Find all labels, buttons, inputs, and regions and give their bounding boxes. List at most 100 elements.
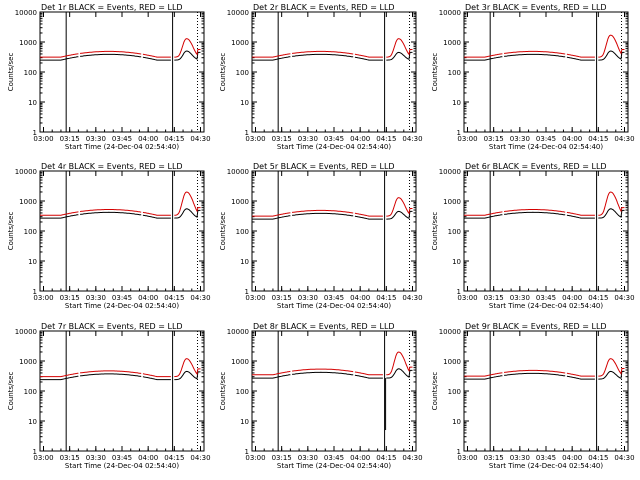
- x-axis-label: Start Time (24-Dec-04 02:54:40): [65, 462, 179, 470]
- chart-panel-5: Det 5r BLACK = Events, RED = LLD 1 10 100 10…: [219, 162, 423, 310]
- chart-panel-2: Det 2r BLACK = Events, RED = LLD 1 10 100 10…: [219, 3, 423, 151]
- x-axis-label: Start Time (24-Dec-04 02:54:40): [489, 143, 603, 151]
- y-tick-label: 100: [24, 228, 37, 236]
- x-tick-label: 03:45: [112, 454, 132, 462]
- x-tick-label: 03:30: [510, 135, 530, 143]
- y-tick-label: 10000: [439, 328, 461, 336]
- y-tick-label: 10: [240, 258, 249, 266]
- plot-frame: [251, 11, 417, 133]
- x-tick-label: 03:30: [510, 454, 530, 462]
- chart-panel-7: Det 7r BLACK = Events, RED = LLD 1 10 100 10…: [7, 322, 211, 470]
- x-tick-label: 04:15: [164, 294, 184, 302]
- y-tick-label: 1: [245, 129, 249, 137]
- y-tick-label: 10: [240, 99, 249, 107]
- plot-frame: [39, 330, 205, 452]
- x-tick-label: 03:15: [60, 454, 80, 462]
- x-tick-label: 04:30: [190, 294, 210, 302]
- y-axis-label: Counts/sec: [219, 53, 227, 92]
- lld-line: [252, 38, 413, 58]
- x-tick-label: 03:15: [484, 294, 504, 302]
- x-tick-label: 04:15: [376, 135, 396, 143]
- x-tick-label: 04:00: [562, 294, 582, 302]
- chart-title: Det 9r BLACK = Events, RED = LLD: [465, 322, 607, 331]
- x-tick-label: 04:30: [614, 454, 634, 462]
- y-tick-label: 1000: [443, 39, 461, 47]
- x-tick-label: 03:45: [536, 294, 556, 302]
- chart-panel-8: Det 8r BLACK = Events, RED = LLD 1 10 100 10…: [219, 322, 423, 470]
- lld-line: [252, 351, 413, 376]
- chart-title: Det 7r BLACK = Events, RED = LLD: [41, 322, 183, 331]
- y-axis-label: Counts/sec: [219, 212, 227, 251]
- y-tick-label: 1: [245, 448, 249, 456]
- x-axis-label: Start Time (24-Dec-04 02:54:40): [277, 302, 391, 310]
- x-axis-label: Start Time (24-Dec-04 02:54:40): [277, 143, 391, 151]
- y-tick-label: 100: [24, 388, 37, 396]
- x-tick-label: 03:00: [245, 294, 265, 302]
- x-tick-label: 03:00: [457, 454, 477, 462]
- events-line: [252, 210, 413, 220]
- x-tick-label: 03:00: [457, 294, 477, 302]
- x-tick-label: 03:30: [510, 294, 530, 302]
- chart-title: Det 4r BLACK = Events, RED = LLD: [41, 162, 183, 171]
- y-tick-label: 100: [448, 388, 461, 396]
- x-tick-label: 04:30: [402, 135, 422, 143]
- y-tick-label: 100: [24, 69, 37, 77]
- x-tick-label: 04:30: [614, 135, 634, 143]
- x-tick-label: 03:45: [112, 294, 132, 302]
- x-tick-label: 04:00: [138, 454, 158, 462]
- y-tick-label: 10000: [439, 9, 461, 17]
- chart-panel-1: Det 1r BLACK = Events, RED = LLD 1 10 100 10…: [7, 3, 211, 151]
- y-tick-label: 10: [28, 418, 37, 426]
- plot-frame: [463, 11, 629, 133]
- y-axis-label: Counts/sec: [431, 212, 439, 251]
- y-tick-label: 10: [452, 99, 461, 107]
- chart-panel-4: Det 4r BLACK = Events, RED = LLD 1 10 100 10…: [7, 162, 211, 310]
- x-tick-label: 03:00: [33, 135, 53, 143]
- y-axis-label: Counts/sec: [7, 212, 15, 251]
- events-line: [40, 50, 201, 61]
- chart-panel-6: Det 6r BLACK = Events, RED = LLD 1 10 100 10…: [431, 162, 635, 310]
- x-tick-label: 03:30: [86, 294, 106, 302]
- y-tick-label: 1000: [231, 198, 249, 206]
- chart-title: Det 2r BLACK = Events, RED = LLD: [253, 3, 395, 12]
- y-tick-label: 100: [448, 228, 461, 236]
- x-tick-label: 03:30: [298, 135, 318, 143]
- events-line: [464, 50, 625, 61]
- x-axis-label: Start Time (24-Dec-04 02:54:40): [489, 462, 603, 470]
- x-tick-label: 03:30: [86, 135, 106, 143]
- x-axis-label: Start Time (24-Dec-04 02:54:40): [277, 462, 391, 470]
- lld-line: [464, 191, 625, 216]
- chart-panel-9: Det 9r BLACK = Events, RED = LLD 1 10 100 10…: [431, 322, 635, 470]
- y-tick-label: 10: [452, 258, 461, 266]
- y-tick-label: 10: [452, 418, 461, 426]
- y-axis-label: Counts/sec: [219, 372, 227, 411]
- x-tick-label: 03:00: [245, 454, 265, 462]
- x-tick-label: 03:45: [112, 135, 132, 143]
- y-axis-label: Counts/sec: [7, 53, 15, 92]
- x-tick-label: 04:00: [138, 294, 158, 302]
- y-tick-label: 1000: [443, 198, 461, 206]
- y-tick-label: 1: [33, 448, 37, 456]
- events-line: [464, 208, 625, 219]
- x-tick-label: 04:30: [614, 294, 634, 302]
- y-tick-label: 100: [236, 69, 249, 77]
- events-line: [40, 208, 201, 219]
- y-axis-label: Counts/sec: [7, 372, 15, 411]
- y-tick-label: 100: [236, 228, 249, 236]
- y-tick-label: 10000: [15, 328, 37, 336]
- events-line: [40, 370, 201, 381]
- chart-panel-3: Det 3r BLACK = Events, RED = LLD 1 10 100 10…: [431, 3, 635, 151]
- y-tick-label: 1: [245, 288, 249, 296]
- y-tick-label: 1000: [231, 358, 249, 366]
- y-tick-label: 10000: [227, 328, 249, 336]
- x-tick-label: 04:15: [588, 294, 608, 302]
- y-tick-label: 1000: [19, 358, 37, 366]
- y-tick-label: 1000: [19, 198, 37, 206]
- plot-frame: [463, 330, 629, 452]
- x-tick-label: 03:30: [86, 454, 106, 462]
- y-tick-label: 1000: [231, 39, 249, 47]
- x-tick-label: 03:45: [324, 135, 344, 143]
- x-tick-label: 03:15: [60, 294, 80, 302]
- x-tick-label: 04:15: [376, 454, 396, 462]
